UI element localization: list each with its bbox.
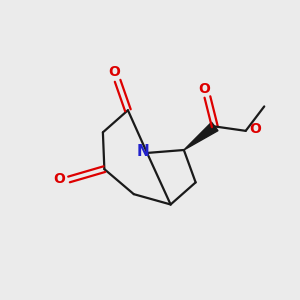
Text: O: O: [250, 122, 261, 136]
Text: O: O: [109, 65, 121, 79]
Text: N: N: [136, 144, 149, 159]
Text: O: O: [199, 82, 210, 96]
Polygon shape: [184, 122, 218, 150]
Text: O: O: [54, 172, 65, 186]
